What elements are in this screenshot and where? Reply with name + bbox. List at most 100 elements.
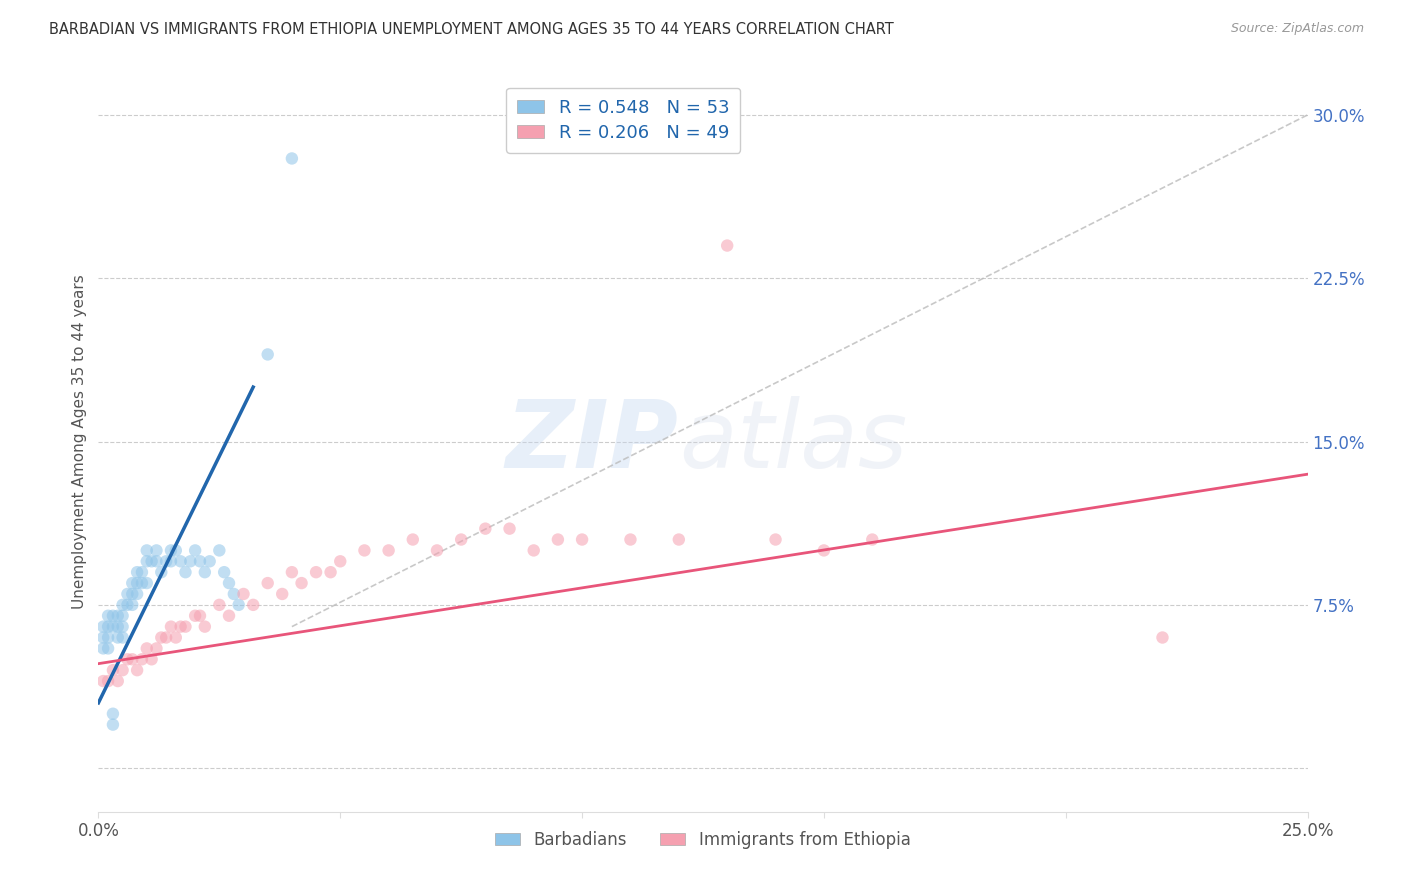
Text: BARBADIAN VS IMMIGRANTS FROM ETHIOPIA UNEMPLOYMENT AMONG AGES 35 TO 44 YEARS COR: BARBADIAN VS IMMIGRANTS FROM ETHIOPIA UN… bbox=[49, 22, 894, 37]
Legend: Barbadians, Immigrants from Ethiopia: Barbadians, Immigrants from Ethiopia bbox=[489, 824, 917, 855]
Point bbox=[218, 576, 240, 591]
Point bbox=[117, 598, 139, 612]
Point bbox=[121, 576, 143, 591]
Point bbox=[135, 641, 157, 656]
Point bbox=[174, 619, 197, 633]
Point bbox=[860, 533, 883, 547]
Point bbox=[155, 554, 177, 568]
Point bbox=[160, 543, 183, 558]
Point bbox=[107, 631, 129, 645]
Point bbox=[145, 554, 167, 568]
Point bbox=[117, 652, 139, 666]
Point bbox=[135, 554, 157, 568]
Y-axis label: Unemployment Among Ages 35 to 44 years: Unemployment Among Ages 35 to 44 years bbox=[72, 274, 87, 609]
Point bbox=[160, 554, 183, 568]
Point bbox=[111, 631, 134, 645]
Point bbox=[135, 543, 157, 558]
Point bbox=[498, 522, 520, 536]
Point bbox=[107, 619, 129, 633]
Point bbox=[184, 543, 207, 558]
Point bbox=[165, 543, 187, 558]
Point bbox=[97, 608, 120, 623]
Point bbox=[169, 619, 191, 633]
Text: Source: ZipAtlas.com: Source: ZipAtlas.com bbox=[1230, 22, 1364, 36]
Point bbox=[194, 565, 217, 579]
Point bbox=[474, 522, 496, 536]
Point bbox=[107, 674, 129, 689]
Point bbox=[97, 641, 120, 656]
Point bbox=[107, 608, 129, 623]
Point bbox=[426, 543, 449, 558]
Point bbox=[101, 663, 124, 677]
Point bbox=[117, 587, 139, 601]
Point bbox=[121, 598, 143, 612]
Point bbox=[121, 587, 143, 601]
Point bbox=[160, 619, 183, 633]
Point bbox=[97, 619, 120, 633]
Point bbox=[121, 652, 143, 666]
Point bbox=[97, 674, 120, 689]
Point bbox=[174, 565, 197, 579]
Point bbox=[131, 576, 153, 591]
Point bbox=[150, 631, 173, 645]
Point bbox=[135, 576, 157, 591]
Point bbox=[228, 598, 250, 612]
Point bbox=[145, 641, 167, 656]
Point bbox=[141, 554, 163, 568]
Point bbox=[256, 576, 278, 591]
Point bbox=[127, 576, 149, 591]
Point bbox=[619, 533, 641, 547]
Point bbox=[101, 717, 124, 731]
Point bbox=[194, 619, 217, 633]
Point bbox=[813, 543, 835, 558]
Point bbox=[256, 347, 278, 361]
Point bbox=[91, 641, 114, 656]
Point bbox=[127, 587, 149, 601]
Point bbox=[353, 543, 375, 558]
Point bbox=[212, 565, 235, 579]
Point bbox=[319, 565, 342, 579]
Point bbox=[91, 674, 114, 689]
Point bbox=[111, 619, 134, 633]
Point bbox=[97, 631, 120, 645]
Point bbox=[329, 554, 352, 568]
Point bbox=[169, 554, 191, 568]
Point bbox=[101, 608, 124, 623]
Point bbox=[305, 565, 328, 579]
Point bbox=[281, 565, 304, 579]
Point bbox=[101, 619, 124, 633]
Point bbox=[571, 533, 593, 547]
Point bbox=[188, 554, 211, 568]
Point bbox=[127, 663, 149, 677]
Point bbox=[101, 706, 124, 721]
Point bbox=[111, 598, 134, 612]
Point bbox=[188, 608, 211, 623]
Point bbox=[290, 576, 312, 591]
Point bbox=[218, 608, 240, 623]
Point bbox=[222, 587, 245, 601]
Point bbox=[523, 543, 546, 558]
Point bbox=[150, 565, 173, 579]
Point bbox=[765, 533, 787, 547]
Point bbox=[281, 152, 304, 166]
Point bbox=[716, 238, 738, 252]
Point bbox=[242, 598, 264, 612]
Point bbox=[402, 533, 425, 547]
Point bbox=[91, 619, 114, 633]
Point bbox=[271, 587, 294, 601]
Point bbox=[165, 631, 187, 645]
Point bbox=[1152, 631, 1174, 645]
Point bbox=[668, 533, 690, 547]
Point bbox=[145, 543, 167, 558]
Point bbox=[232, 587, 254, 601]
Point bbox=[141, 652, 163, 666]
Point bbox=[208, 543, 231, 558]
Point bbox=[111, 608, 134, 623]
Text: ZIP: ZIP bbox=[506, 395, 679, 488]
Point bbox=[111, 663, 134, 677]
Point bbox=[377, 543, 399, 558]
Text: atlas: atlas bbox=[679, 396, 907, 487]
Point bbox=[127, 565, 149, 579]
Point bbox=[198, 554, 221, 568]
Point bbox=[131, 565, 153, 579]
